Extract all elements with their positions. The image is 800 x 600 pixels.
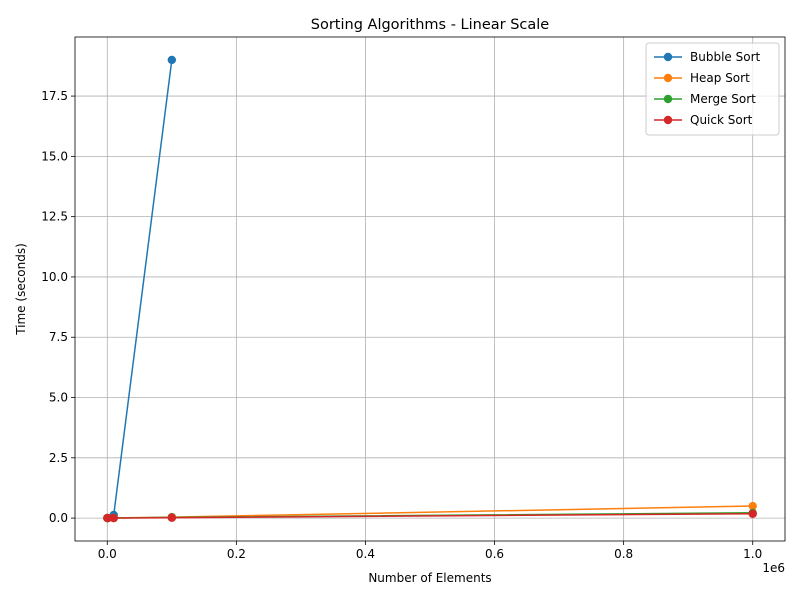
legend-label: Quick Sort — [690, 113, 753, 127]
x-tick-label: 1.0 — [743, 547, 762, 561]
data-point-quick-sort — [167, 513, 177, 522]
series-quick-sort — [103, 509, 757, 523]
legend-box — [645, 42, 780, 136]
y-tick-label: 15.0 — [41, 149, 68, 163]
y-tick-label: 10.0 — [41, 270, 68, 284]
legend-entry-merge-sort: Merge Sort — [654, 92, 756, 106]
x-tick-label: 0.4 — [356, 547, 375, 561]
y-tick-label: 17.5 — [41, 89, 68, 103]
x-axis-label: Number of Elements — [368, 571, 491, 585]
y-tick-label: 5.0 — [49, 391, 68, 405]
x-axis-offset-label: 1e6 — [762, 561, 785, 575]
data-point-quick-sort — [103, 513, 113, 523]
y-tick-label: 12.5 — [41, 210, 68, 224]
legend-label: Bubble Sort — [690, 50, 760, 64]
y-tick-label: 7.5 — [49, 330, 68, 344]
x-tick-label: 0.6 — [485, 547, 504, 561]
y-tick-label: 2.5 — [49, 451, 68, 465]
legend-swatch-marker — [663, 52, 673, 62]
chart-title: Sorting Algorithms - Linear Scale — [311, 17, 550, 33]
series-layer — [103, 55, 757, 523]
legend-entry-bubble-sort: Bubble Sort — [654, 50, 760, 64]
data-point-quick-sort — [109, 513, 118, 523]
y-axis-label: Time (seconds) — [14, 243, 28, 336]
data-point-heap-sort — [748, 501, 757, 511]
legend: Bubble Sort Heap Sort Merge Sort Quick Sort — [645, 42, 780, 136]
x-tick-label: 0.0 — [98, 547, 117, 561]
x-tick-label: 0.2 — [227, 547, 246, 561]
legend-swatch-marker — [663, 94, 673, 104]
y-tick-label: 0.0 — [49, 511, 68, 525]
legend-swatch-marker — [663, 73, 673, 83]
x-tick-label: 0.8 — [614, 547, 633, 561]
data-point-quick-sort — [748, 509, 757, 518]
data-point-bubble-sort — [167, 55, 177, 65]
ticks-layer: 0.0 0.2 0.4 0.6 0.8 1.0 0.0 2.5 5.0 7.5 10.0 12.5 15… — [41, 89, 762, 561]
legend-label: Heap Sort — [690, 71, 750, 85]
legend-label: Merge Sort — [690, 92, 756, 106]
legend-entry-quick-sort: Quick Sort — [654, 113, 753, 127]
grid-layer — [75, 37, 785, 541]
legend-entry-heap-sort: Heap Sort — [654, 71, 750, 85]
plot-frame — [74, 36, 786, 542]
legend-swatch-marker — [663, 115, 673, 125]
